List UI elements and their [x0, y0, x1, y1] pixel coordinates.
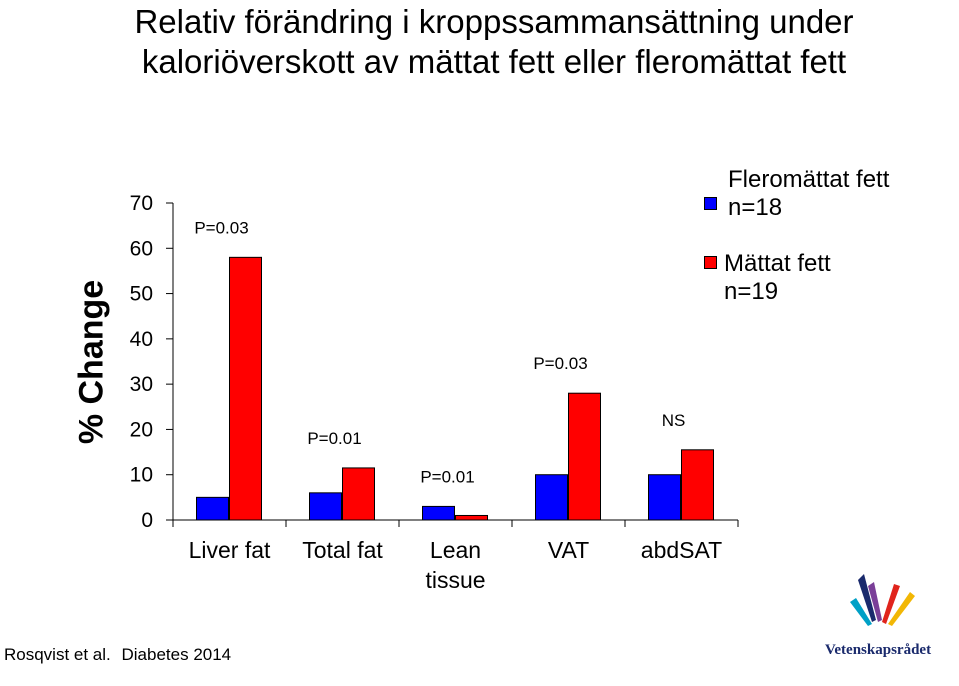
citation-authors: Rosqvist et al. [4, 645, 111, 664]
x-category-label: Lean [430, 537, 481, 563]
logo-wordmark: Vetenskapsrådet [825, 642, 931, 658]
significance-label: NS [662, 411, 686, 430]
legend-item-fleromattat: Fleromättat fett n=18 [728, 166, 889, 222]
y-tick-label: 30 [130, 373, 153, 396]
significance-label: P=0.01 [420, 467, 474, 486]
x-category-label: abdSAT [641, 537, 722, 563]
legend-label-line1: Fleromättat fett [728, 166, 890, 193]
y-tick-label: 20 [130, 418, 153, 441]
x-category-label: Total fat [302, 537, 383, 563]
bar-fleromattat [422, 505, 455, 521]
x-category-label: VAT [548, 537, 589, 563]
significance-label: P=0.03 [194, 218, 248, 237]
bar-mattat [342, 467, 375, 521]
bar-fleromattat [648, 474, 681, 521]
citation: Rosqvist et al. Diabetes 2014 [4, 645, 237, 665]
bar-fleromattat [309, 492, 342, 521]
legend-label-line2: n=19 [724, 278, 779, 305]
title-line-1: Relativ förändring i kroppssammansättnin… [134, 3, 854, 40]
significance-label: P=0.03 [533, 354, 587, 373]
y-tick-label: 70 [130, 192, 153, 215]
citation-journal: Diabetes 2014 [121, 645, 232, 664]
bar-mattat [455, 514, 488, 521]
y-tick-label: 10 [130, 464, 153, 487]
title-line-2: kaloriöverskott av mättat fett eller fle… [141, 43, 847, 80]
y-tick-label: 60 [130, 237, 153, 260]
significance-label: P=0.01 [307, 429, 361, 448]
y-tick-label: 50 [130, 283, 153, 306]
y-tick-label: 40 [130, 328, 153, 351]
bar-mattat [681, 449, 714, 521]
y-tick-label: 0 [141, 509, 153, 532]
bar-fleromattat [196, 496, 229, 521]
legend-label-line2: n=18 [728, 194, 783, 221]
legend-label-line1: Mättat fett [724, 250, 831, 277]
legend-item-mattat: Mättat fett n=19 [724, 250, 831, 306]
x-category-label: tissue [425, 567, 485, 593]
slide-title: Relativ förändring i kroppssammansättnin… [54, 2, 934, 82]
x-category-label: Liver fat [189, 537, 271, 563]
bar-mattat [229, 256, 262, 521]
bar-mattat [568, 392, 601, 521]
vetenskapsradet-logo-icon: Vetenskapsrådet [798, 562, 958, 686]
legend-swatch-fleromattat [704, 197, 717, 210]
bar-fleromattat [535, 474, 568, 521]
legend-swatch-mattat [704, 256, 717, 269]
